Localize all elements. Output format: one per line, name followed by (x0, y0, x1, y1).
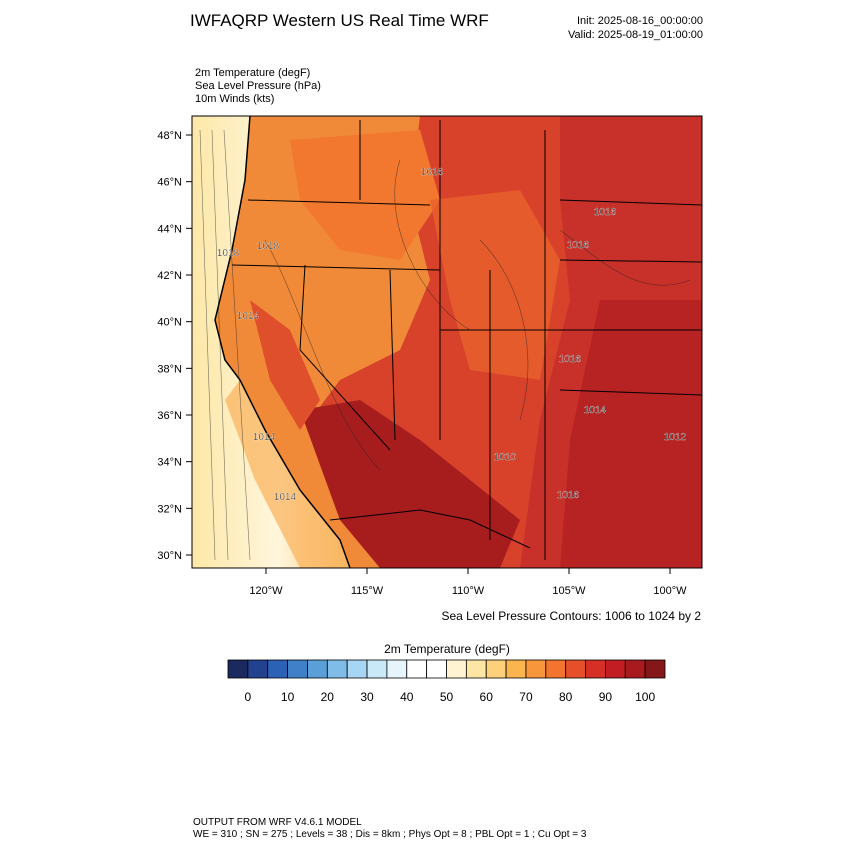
lon-label: 105°W (552, 585, 586, 597)
colorbar-tick-label: 70 (519, 690, 533, 704)
colorbar-box (446, 659, 467, 679)
colorbar-box (287, 659, 308, 679)
colorbar-box (247, 659, 269, 679)
lat-label: 40°N (157, 317, 182, 329)
lon-label: 110°W (452, 585, 485, 597)
contour-label: 1014 (584, 405, 607, 416)
colorbar-tick-label: 50 (440, 690, 454, 704)
lat-label: 44°N (157, 223, 182, 235)
colorbar-tick-label: 100 (635, 690, 655, 704)
contour-label: 1016 (421, 167, 444, 178)
valid-time: Valid: 2025-08-19_01:00:00 (568, 29, 703, 41)
lat-label: 36°N (157, 410, 182, 422)
colorbar-box (525, 659, 547, 679)
footer-line: OUTPUT FROM WRF V4.6.1 MODEL (193, 817, 362, 828)
colorbar-box (624, 659, 646, 679)
colorbar-box (307, 659, 328, 679)
lat-label: 30°N (157, 550, 182, 562)
lat-label: 38°N (157, 363, 182, 375)
contour-label: 1016 (559, 354, 582, 365)
colorbar-tick-label: 40 (400, 690, 414, 704)
contour-label: 1012 (664, 432, 687, 443)
contour-label: 1018 (217, 248, 240, 259)
colorbar-tick-label: 0 (245, 690, 252, 704)
lat-label: 46°N (157, 177, 182, 189)
colorbar-box (585, 659, 606, 679)
map-frame (191, 115, 703, 569)
init-time: Init: 2025-08-16_00:00:00 (577, 15, 703, 27)
lat-label: 42°N (157, 270, 182, 282)
colorbar-box (644, 659, 666, 679)
contour-note: Sea Level Pressure Contours: 1006 to 102… (442, 609, 702, 623)
contour-label: 1014 (237, 311, 260, 322)
colorbar-tick-label: 20 (321, 690, 335, 704)
colorbar-box (465, 659, 487, 679)
lon-label: 120°W (249, 585, 283, 597)
colorbar-box (605, 659, 626, 679)
colorbar-box (426, 659, 447, 679)
colorbar-tick-label: 60 (480, 690, 494, 704)
colorbar-tick-label: 10 (281, 690, 295, 704)
lon-label: 100°W (653, 585, 687, 597)
colorbar-box (565, 659, 586, 679)
colorbar-title: 2m Temperature (degF) (384, 642, 510, 656)
colorbar-tick-label: 30 (360, 690, 374, 704)
lat-label: 34°N (157, 457, 182, 469)
colorbar-box (386, 659, 408, 679)
colorbar-tick-label: 80 (559, 690, 573, 704)
colorbar-box (485, 659, 507, 679)
colorbar-box (505, 659, 527, 679)
contour-label: 1016 (567, 240, 590, 251)
colorbar-box (406, 659, 428, 679)
contour-label: 1014 (253, 432, 276, 443)
colorbar-box (545, 659, 567, 679)
field-label: 10m Winds (kts) (195, 93, 274, 105)
contour-label: 1010 (494, 452, 517, 463)
field-label: 2m Temperature (degF) (195, 67, 310, 79)
field-label: Sea Level Pressure (hPa) (195, 80, 321, 92)
colorbar-box (267, 659, 288, 679)
map-field (192, 116, 702, 568)
contour-label: 1016 (594, 207, 617, 218)
colorbar-tick-label: 90 (599, 690, 613, 704)
contour-label: 1014 (274, 492, 297, 503)
footer-line: WE = 310 ; SN = 275 ; Levels = 38 ; Dis … (193, 829, 587, 840)
lat-label: 32°N (157, 503, 182, 515)
lon-label: 115°W (351, 585, 384, 597)
title: IWFAQRP Western US Real Time WRF (190, 11, 489, 30)
colorbar-box (346, 659, 368, 679)
colorbar-box (366, 659, 388, 679)
contour-label: 1016 (557, 490, 580, 501)
contour-label: 1018 (257, 241, 280, 252)
colorbar-box (326, 659, 348, 679)
colorbar-box (227, 659, 249, 679)
lat-label: 48°N (157, 130, 182, 142)
